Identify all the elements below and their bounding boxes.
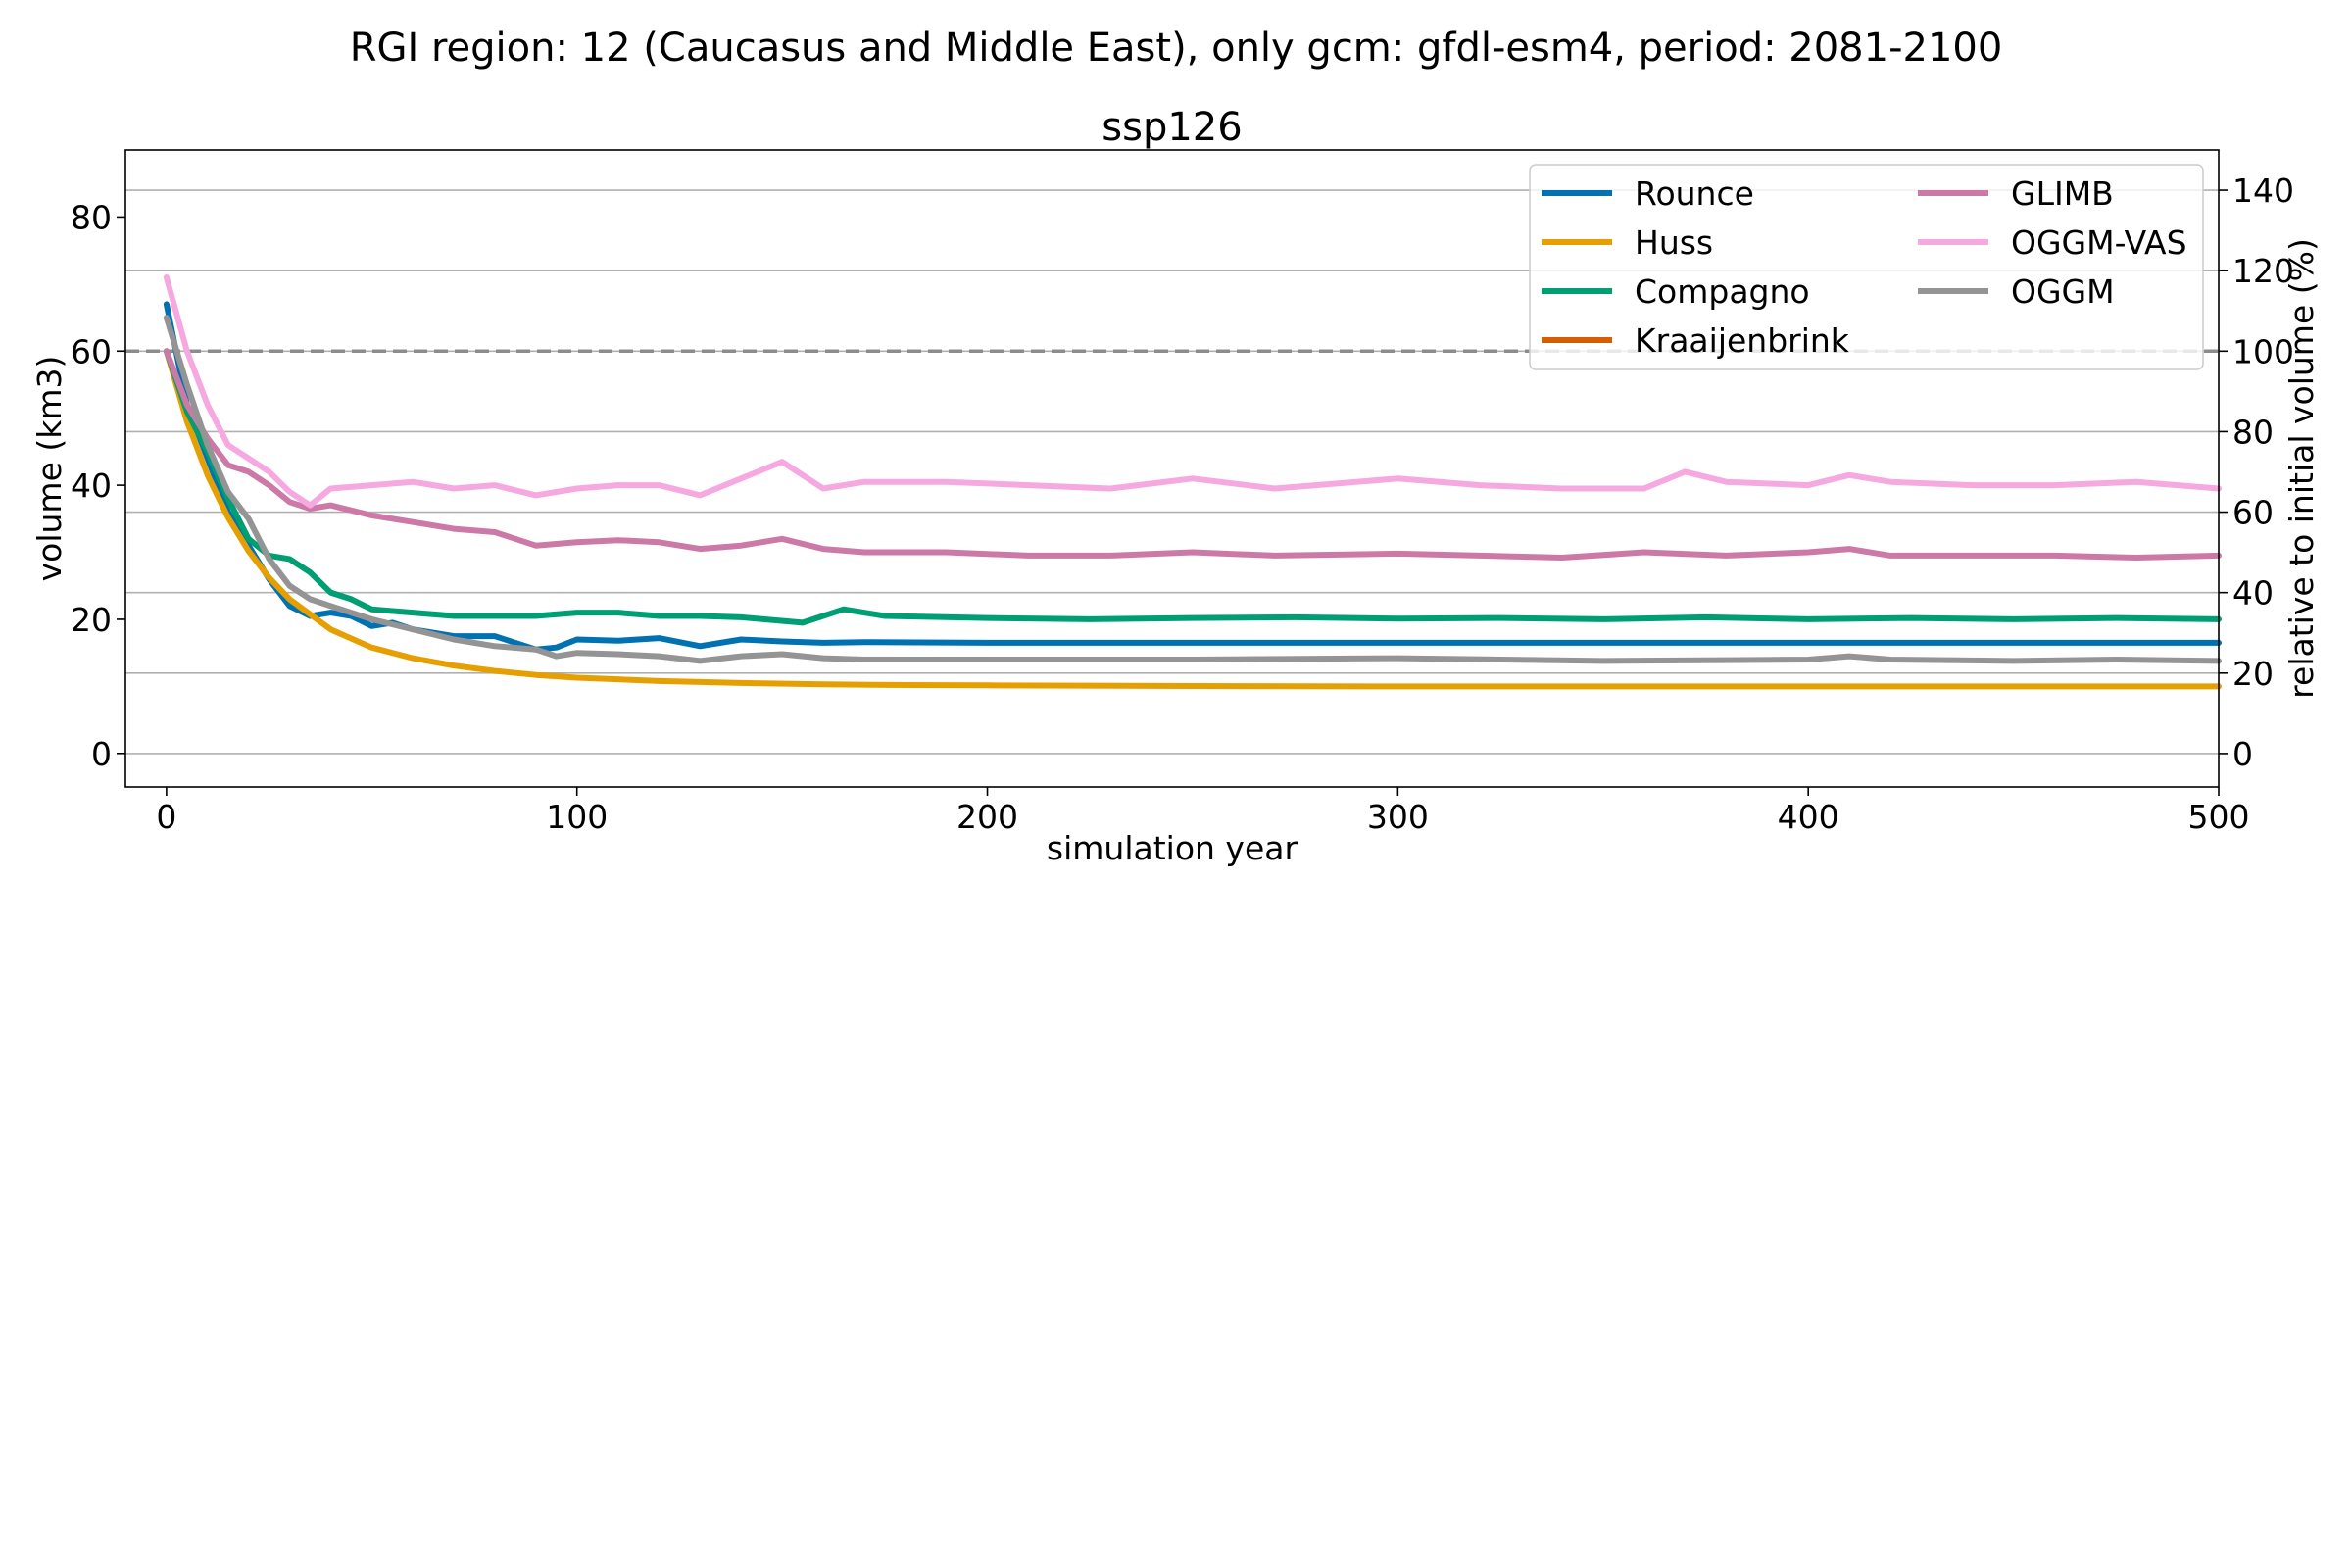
legend-label-oggm-vas: OGGM-VAS — [2011, 223, 2187, 262]
y-tick-label: 40 — [71, 466, 112, 505]
legend-label-oggm: OGGM — [2011, 272, 2115, 311]
legend-label-compagno: Compagno — [1635, 272, 1810, 311]
x-axis-label: simulation year — [1047, 829, 1298, 867]
x-tick-label: 400 — [1778, 798, 1839, 836]
y2-axis-label: relative to initial volume (%) — [2282, 238, 2321, 699]
legend: Rounce Huss Compagno Kraaijenbrink GLIMB OGGM… — [1529, 164, 2204, 370]
y2-axis-ticks: 0 20 40 60 80 100 120 140 — [2219, 172, 2294, 773]
legend-label-glimb: GLIMB — [2011, 174, 2114, 213]
legend-label-huss: Huss — [1635, 223, 1713, 262]
y-tick-label: 20 — [71, 601, 112, 639]
y-axis-ticks: 0 20 40 60 80 — [71, 198, 125, 773]
y-tick-label: 0 — [91, 735, 112, 773]
series-line-huss — [163, 348, 2222, 690]
y2-gridlines — [125, 189, 2219, 755]
y-tick-label: 60 — [71, 332, 112, 370]
y2-tick-label: 0 — [2232, 735, 2253, 773]
x-tick-label: 500 — [2188, 798, 2250, 836]
y2-tick-label: 100 — [2232, 332, 2294, 370]
chart-title: ssp126 — [1102, 105, 1242, 150]
x-tick-label: 100 — [546, 798, 608, 836]
x-tick-label: 300 — [1367, 798, 1429, 836]
series-line-compagno — [163, 348, 2222, 626]
y2-tick-label: 60 — [2232, 494, 2274, 532]
series-line-oggm-vas — [163, 274, 2222, 509]
y-axis-label: volume (km3) — [30, 356, 69, 582]
series-lines — [163, 274, 2222, 690]
x-tick-label: 200 — [956, 798, 1018, 836]
y2-tick-label: 120 — [2232, 252, 2294, 290]
plot-frame — [124, 149, 2220, 788]
legend-frame — [1529, 164, 2204, 370]
y2-tick-label: 40 — [2232, 574, 2274, 612]
y-tick-label: 80 — [71, 198, 112, 236]
series-line-glimb — [163, 348, 2222, 561]
legend-label-kraaijenbrink: Kraaijenbrink — [1635, 321, 1850, 360]
x-axis-ticks: 0 100 200 300 400 500 — [156, 787, 2250, 836]
chart-suptitle: RGI region: 12 (Caucasus and Middle East… — [350, 25, 2003, 71]
y2-tick-label: 20 — [2232, 655, 2274, 693]
x-tick-label: 0 — [156, 798, 176, 836]
y2-tick-label: 140 — [2232, 172, 2294, 210]
series-line-oggm — [163, 315, 2222, 664]
y2-tick-label: 80 — [2232, 413, 2274, 451]
legend-label-rounce: Rounce — [1635, 174, 1754, 213]
